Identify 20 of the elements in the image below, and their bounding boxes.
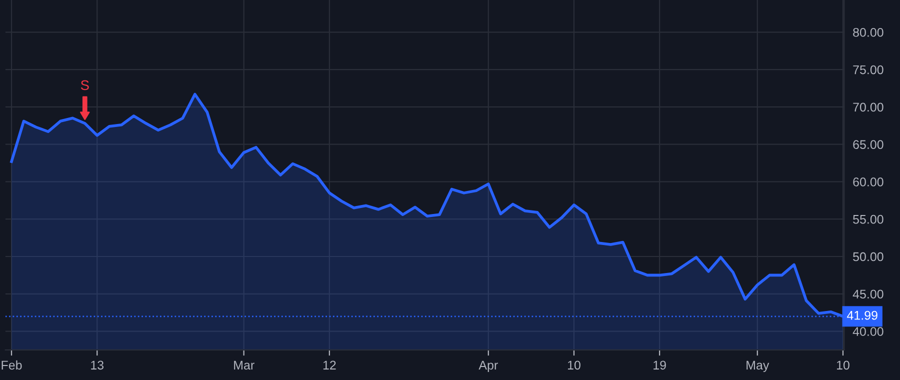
y-tick-label: 45.00	[852, 290, 884, 299]
x-tick-label: 19	[654, 360, 666, 370]
x-tick-label: 12	[323, 360, 336, 370]
x-tick-label: Apr	[478, 360, 498, 372]
x-tick-label: Feb	[2, 360, 22, 370]
x-tick-label: 10	[836, 360, 850, 370]
ref-line-label: 41.99	[847, 310, 878, 320]
y-tick-label: 70.00	[853, 102, 884, 112]
x-tick-label: 10	[568, 360, 580, 370]
y-tick-label: 60.00	[853, 178, 884, 186]
x-tick-label: 13	[91, 360, 104, 370]
y-tick-label: 40.00	[852, 327, 884, 336]
y-tick-label: 65.00	[853, 140, 884, 149]
y-tick-label: 75.00	[853, 65, 884, 74]
annotation: S	[80, 80, 89, 90]
y-tick-label: 80.00	[853, 28, 884, 37]
y-tick-label: 55.00	[853, 214, 884, 224]
y-tick-label: 50.00	[853, 252, 884, 262]
x-tick-label: May	[746, 360, 770, 372]
x-tick-label: Mar	[234, 360, 254, 370]
